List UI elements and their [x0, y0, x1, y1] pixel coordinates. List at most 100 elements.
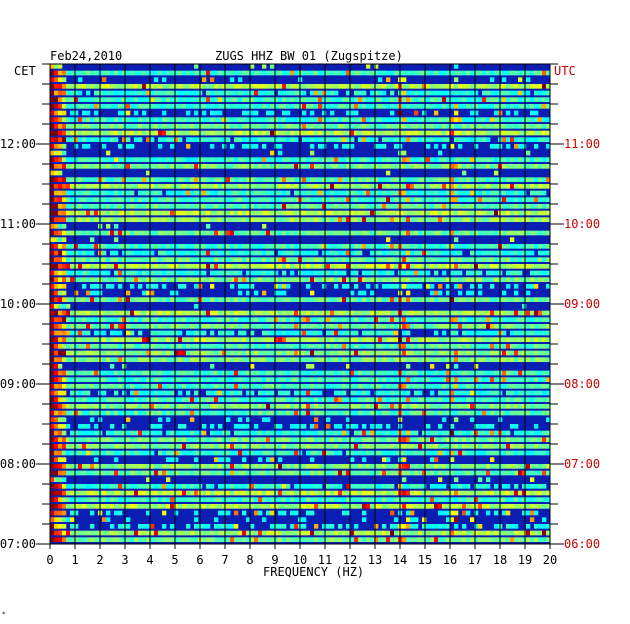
heatmap-cell [178, 317, 183, 322]
heatmap-cell [130, 330, 135, 336]
heatmap-cell [526, 310, 531, 316]
heatmap-cell [78, 230, 83, 236]
heatmap-cell [170, 370, 175, 376]
heatmap-cell [302, 177, 307, 182]
heatmap-cell [518, 357, 523, 362]
heatmap-cell [330, 297, 335, 302]
heatmap-cell [394, 137, 399, 142]
heatmap-cell [70, 97, 75, 102]
heatmap-cell [462, 390, 467, 396]
heatmap-cell [478, 337, 483, 342]
heatmap-cell [442, 117, 447, 122]
heatmap-cell [122, 270, 127, 276]
heatmap-cell [78, 264, 83, 269]
heatmap-cell [510, 230, 515, 236]
heatmap-cell [486, 104, 491, 109]
heatmap-cell [438, 150, 443, 156]
heatmap-cell [126, 164, 131, 169]
heatmap-cell [426, 97, 431, 102]
heatmap-cell [186, 310, 191, 316]
heatmap-cell [58, 324, 63, 329]
heatmap-cell [458, 130, 463, 136]
heatmap-cell [254, 90, 259, 96]
heatmap-cell [402, 297, 407, 302]
heatmap-cell [242, 157, 247, 162]
heatmap-cell [254, 184, 259, 189]
heatmap-cell [106, 124, 111, 129]
heatmap-cell [142, 250, 147, 256]
heatmap-cell [214, 84, 219, 89]
heatmap-cell [182, 337, 187, 342]
heatmap-cell [482, 317, 487, 322]
heatmap-cell [246, 317, 251, 322]
heatmap-cell [86, 324, 91, 329]
heatmap-cell [210, 397, 215, 402]
heatmap-cell [422, 270, 427, 276]
heatmap-cell [50, 77, 55, 82]
heatmap-cell [166, 250, 171, 256]
heatmap-cell [454, 370, 459, 376]
heatmap-cell [278, 250, 283, 256]
heatmap-cell [254, 164, 259, 169]
heatmap-cell [118, 317, 123, 322]
heatmap-cell [182, 297, 187, 302]
heatmap-cell [90, 250, 95, 256]
heatmap-cell [362, 290, 367, 296]
heatmap-cell [294, 124, 299, 129]
heatmap-cell [474, 197, 479, 202]
heatmap-cell [58, 370, 63, 376]
heatmap-cell [214, 110, 219, 116]
heatmap-cell [422, 164, 427, 169]
heatmap-cell [222, 317, 227, 322]
heatmap-cell [262, 157, 267, 162]
heatmap-cell [538, 337, 543, 342]
heatmap-cell [494, 270, 499, 276]
heatmap-cell [322, 84, 327, 89]
heatmap-cell [194, 277, 199, 282]
heatmap-cell [474, 210, 479, 216]
heatmap-cell [406, 84, 411, 89]
heatmap-cell [182, 184, 187, 189]
heatmap-cell [330, 230, 335, 236]
heatmap-cell [258, 104, 263, 109]
heatmap-cell [466, 370, 471, 376]
heatmap-cell [322, 270, 327, 276]
heatmap-cell [310, 344, 315, 349]
heatmap-cell [234, 397, 239, 402]
heatmap-cell [94, 130, 99, 136]
heatmap-cell [66, 344, 71, 349]
heatmap-cell [482, 337, 487, 342]
heatmap-cell [54, 70, 59, 76]
heatmap-cell [546, 330, 551, 336]
heatmap-cell [366, 330, 371, 336]
heatmap-cell [294, 130, 299, 136]
heatmap-cell [510, 210, 515, 216]
heatmap-cell [418, 104, 423, 109]
heatmap-cell [346, 284, 351, 289]
heatmap-cell [346, 204, 351, 209]
heatmap-cell [86, 344, 91, 349]
heatmap-cell [450, 90, 455, 96]
heatmap-cell [146, 124, 151, 129]
heatmap-cell [262, 324, 267, 329]
heatmap-cell [194, 124, 199, 129]
heatmap-cell [374, 64, 379, 69]
heatmap-cell [70, 350, 75, 356]
heatmap-cell [414, 157, 419, 162]
heatmap-cell [354, 377, 359, 382]
heatmap-cell [146, 284, 151, 289]
heatmap-cell [538, 344, 543, 349]
heatmap-cell [438, 264, 443, 269]
heatmap-cell [446, 137, 451, 142]
heatmap-cell [170, 70, 175, 76]
heatmap-cell [130, 344, 135, 349]
heatmap-cell [94, 97, 99, 102]
heatmap-cell [394, 357, 399, 362]
heatmap-cell [362, 164, 367, 169]
heatmap-cell [138, 244, 143, 249]
heatmap-cell [270, 244, 275, 249]
heatmap-cell [174, 204, 179, 209]
heatmap-cell [234, 117, 239, 122]
heatmap-cell [478, 284, 483, 289]
heatmap-cell [110, 184, 115, 189]
